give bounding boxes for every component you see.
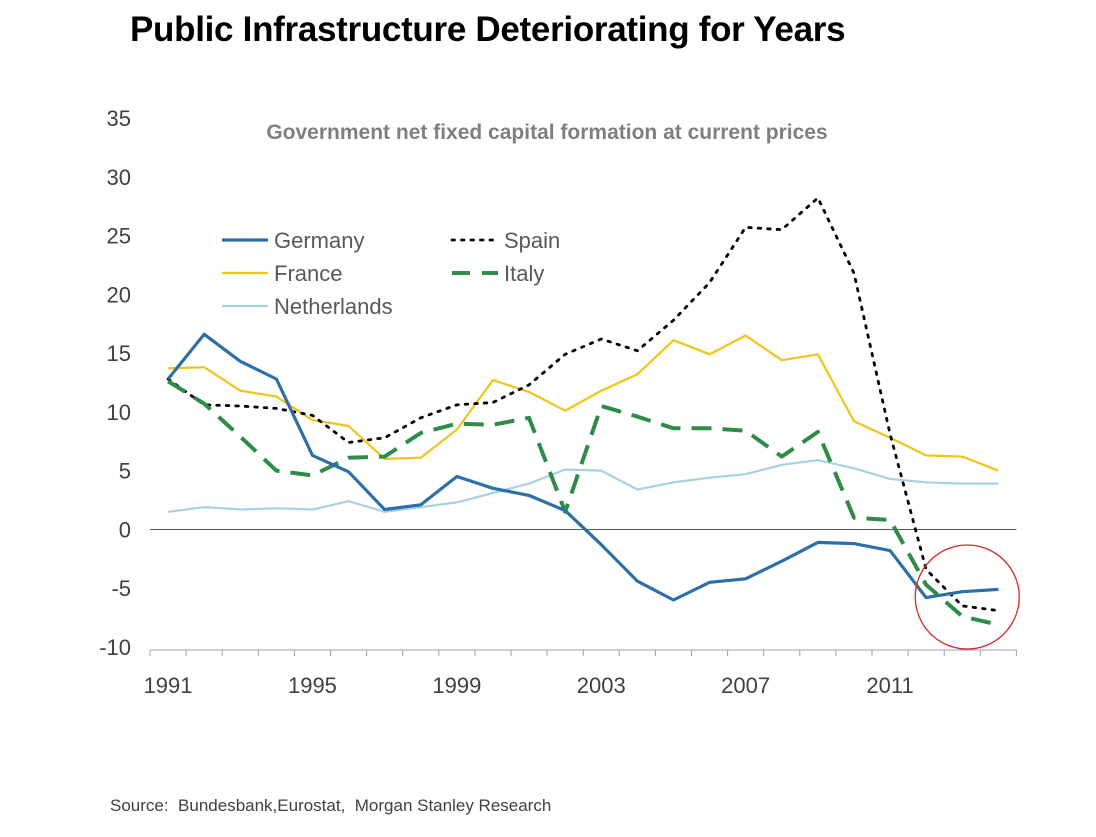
chart-subtitle: Government net fixed capital formation a… <box>266 121 827 144</box>
source-note: Source: Bundesbank,Eurostat, Morgan Stan… <box>110 796 552 815</box>
legend-label-italy: Italy <box>504 261 544 286</box>
y-tick-label: 25 <box>107 224 131 249</box>
y-tick-label: -10 <box>99 635 131 660</box>
series-line-italy <box>167 379 999 627</box>
x-tick-label: 2003 <box>577 673 626 698</box>
legend-label-france: France <box>274 261 342 286</box>
legend-label-germany: Germany <box>274 228 364 253</box>
y-tick-label: 20 <box>107 282 131 307</box>
y-tick-label: 5 <box>119 459 131 484</box>
legend: Germany Spain France Italy Netherlands <box>222 228 560 319</box>
legend-label-spain: Spain <box>504 228 560 253</box>
x-tick-label: 2011 <box>866 673 913 698</box>
x-axis: 1991 1995 1999 2003 2007 2011 <box>144 528 1017 698</box>
legend-label-netherlands: Netherlands <box>274 294 393 319</box>
highlight-circle <box>914 544 1020 650</box>
y-tick-label: -5 <box>111 576 131 601</box>
y-tick-label: 30 <box>107 165 131 190</box>
y-tick-label: 0 <box>119 517 131 542</box>
y-tick-label: 10 <box>107 400 131 425</box>
page-title: Public Infrastructure Deteriorating for … <box>130 10 846 49</box>
y-tick-label: 35 <box>107 106 131 131</box>
series-line-france <box>168 334 999 472</box>
series-line-netherlands <box>167 459 999 513</box>
series-lines <box>166 196 1000 627</box>
y-axis-ticks: 35 30 25 20 15 10 5 0 -5 -10 <box>99 106 131 660</box>
x-tick-label: 1991 <box>144 673 193 698</box>
x-tick-label: 1995 <box>288 673 337 698</box>
x-tick-label: 1999 <box>432 673 481 698</box>
series-line-spain <box>166 196 1000 612</box>
y-tick-label: 15 <box>107 341 131 366</box>
series-line-germany <box>166 332 999 602</box>
x-tick-label: 2007 <box>721 673 770 698</box>
